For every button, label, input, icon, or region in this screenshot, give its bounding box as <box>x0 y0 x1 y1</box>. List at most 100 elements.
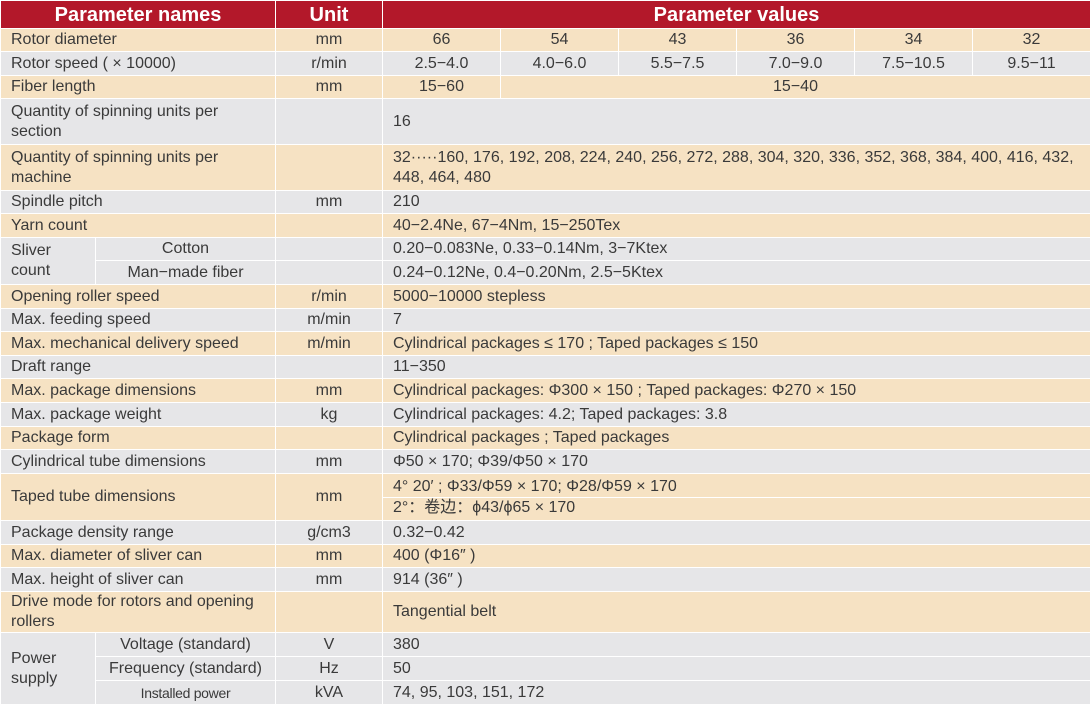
header-row: Parameter names Unit Parameter values <box>0 0 1090 29</box>
parameter-name: Max. feeding speed <box>0 308 276 332</box>
parameter-name: Quantity of spinning units per machine <box>0 144 276 191</box>
value-line: 4° 20′ ; Φ33/Φ59 × 170; Φ28/Φ59 × 170 <box>393 477 677 495</box>
unit-cell: Hz <box>275 656 383 681</box>
table-row: Frequency (standard) Hz 50 <box>1 656 1090 681</box>
value-cell: 7 <box>381 308 1090 332</box>
value-cell: 7.0−9.0 <box>736 51 855 76</box>
value-cell: 5.5−7.5 <box>618 51 737 76</box>
parameter-name: Voltage (standard) <box>95 632 276 657</box>
unit-cell: mm <box>275 567 383 592</box>
table-row: Yarn count 40−2.4Ne, 67−4Nm, 15−250Tex <box>0 213 1090 238</box>
table-row: Max. diameter of sliver can mm 400 (Φ16″ ) <box>0 544 1090 568</box>
value-cell: 0.20−0.083Ne, 0.33−0.14Nm, 3−7Ktex <box>381 237 1090 261</box>
table-row: Drive mode for rotors and opening roller… <box>0 591 1090 633</box>
unit-cell: g/cm3 <box>275 520 383 545</box>
value-cell: 9.5−11 <box>971 51 1090 76</box>
value-cell: 34 <box>854 28 973 52</box>
value-cell: 380 <box>381 632 1090 657</box>
value-cell: 4° 20′ ; Φ33/Φ59 × 170; Φ28/Φ59 × 170 2°：… <box>381 473 1090 521</box>
parameter-name: Max. package dimensions <box>0 378 276 403</box>
unit-cell: mm <box>275 449 383 474</box>
value-cell: 16 <box>381 98 1090 145</box>
table-row: Rotor speed ( × 10000) r/min 2.5−4.0 4.0−6.… <box>0 51 1090 76</box>
unit-cell: mm <box>275 190 383 214</box>
value-cell: Cylindrical packages ≤ 170 ; Taped packa… <box>381 331 1090 356</box>
value-cell: 32 <box>971 28 1090 52</box>
parameter-name: Package form <box>0 426 276 450</box>
parameter-name: Quantity of spinning units per section <box>0 98 276 145</box>
unit-cell <box>275 426 383 450</box>
value-line: 2°：卷边：ϕ43/ϕ65 × 170 <box>383 496 1090 518</box>
table-row: Fiber length mm 15−60 15−40 <box>0 75 1090 99</box>
value-cell: 50 <box>381 656 1090 681</box>
unit-cell <box>275 213 383 238</box>
header-parameter-values: Parameter values <box>381 0 1090 29</box>
value-cell: Cylindrical packages ; Taped packages <box>381 426 1090 450</box>
unit-cell: mm <box>275 75 383 99</box>
unit-cell: mm <box>275 378 383 403</box>
parameter-name: Man−made fiber <box>95 260 276 285</box>
value-cell: 15−60 <box>382 75 501 99</box>
table-row: Quantity of spinning units per machine 32… <box>0 144 1090 191</box>
unit-cell: V <box>275 632 383 657</box>
parameter-name: Max. diameter of sliver can <box>0 544 276 568</box>
unit-cell: mm <box>275 28 383 52</box>
parameter-name: Drive mode for rotors and opening roller… <box>0 591 276 633</box>
unit-cell: r/min <box>275 51 383 76</box>
table-row: Draft range 11−350 <box>0 355 1090 379</box>
value-cell: 36 <box>736 28 855 52</box>
value-cell: 400 (Φ16″ ) <box>381 544 1090 568</box>
unit-cell <box>275 591 383 633</box>
table-row: Max. mechanical delivery speed m/min Cylin… <box>0 331 1090 356</box>
unit-cell <box>275 144 383 191</box>
value-cell: 4.0−6.0 <box>500 51 619 76</box>
header-parameter-names: Parameter names <box>0 0 276 29</box>
value-cell: Cylindrical packages: Φ300 × 150 ; Taped… <box>381 378 1090 403</box>
parameter-name: Fiber length <box>0 75 276 99</box>
parameter-name: Package density range <box>0 520 276 545</box>
header-unit: Unit <box>275 0 383 29</box>
value-cell: 43 <box>618 28 737 52</box>
group-label: Sliver count <box>0 237 96 285</box>
table-row: Power supply Voltage (standard) V 380 <box>0 632 1090 705</box>
parameter-name: Yarn count <box>0 213 276 238</box>
value-cell: 5000−10000 stepless <box>381 284 1090 309</box>
value-cell: 7.5−10.5 <box>854 51 973 76</box>
parameter-name: Installed power <box>95 680 276 705</box>
parameter-name: Max. package weight <box>0 402 276 427</box>
value-cell: 0.32−0.42 <box>381 520 1090 545</box>
parameter-name: Cotton <box>95 237 276 261</box>
table-row: Sliver count Cotton 0.20−0.083Ne, 0.33−0.1… <box>0 237 1090 285</box>
unit-cell <box>275 237 383 261</box>
table-row: Max. feeding speed m/min 7 <box>0 308 1090 332</box>
unit-cell: r/min <box>275 284 383 309</box>
value-cell: Φ50 × 170; Φ39/Φ50 × 170 <box>381 449 1090 474</box>
value-cell: Tangential belt <box>381 591 1090 633</box>
table-row: Cylindrical tube dimensions mm Φ50 × 170; … <box>0 449 1090 474</box>
table-row: Max. package weight kg Cylindrical package… <box>0 402 1090 427</box>
parameter-name: Rotor diameter <box>0 28 276 52</box>
unit-cell <box>275 355 383 379</box>
unit-cell: kVA <box>275 680 383 705</box>
unit-cell: m/min <box>275 308 383 332</box>
value-cell: 0.24−0.12Ne, 0.4−0.20Nm, 2.5−5Ktex <box>381 260 1090 285</box>
value-cell: 914 (36″ ) <box>381 567 1090 592</box>
parameter-name: Cylindrical tube dimensions <box>0 449 276 474</box>
parameter-name: Frequency (standard) <box>95 656 276 681</box>
value-cell: Cylindrical packages: 4.2; Taped package… <box>381 402 1090 427</box>
table-row: Max. package dimensions mm Cylindrical pac… <box>0 378 1090 403</box>
table-row: Package density range g/cm3 0.32−0.42 <box>0 520 1090 545</box>
unit-cell: mm <box>275 544 383 568</box>
value-cell: 11−350 <box>381 355 1090 379</box>
table-row: Taped tube dimensions mm 4° 20′ ; Φ33/Φ59 … <box>0 473 1090 521</box>
table-row: Installed power kVA 74, 95, 103, 151, 172 <box>1 680 1090 705</box>
value-cell: 66 <box>382 28 501 52</box>
unit-cell <box>275 98 383 145</box>
unit-cell: mm <box>275 473 383 521</box>
unit-cell: m/min <box>275 331 383 356</box>
value-cell: 15−40 <box>499 75 1090 99</box>
table-row: Rotor diameter mm 66 54 43 36 34 32 <box>0 28 1090 52</box>
value-cell: 74, 95, 103, 151, 172 <box>381 680 1090 705</box>
table-row: Package form Cylindrical packages ; Taped… <box>0 426 1090 450</box>
